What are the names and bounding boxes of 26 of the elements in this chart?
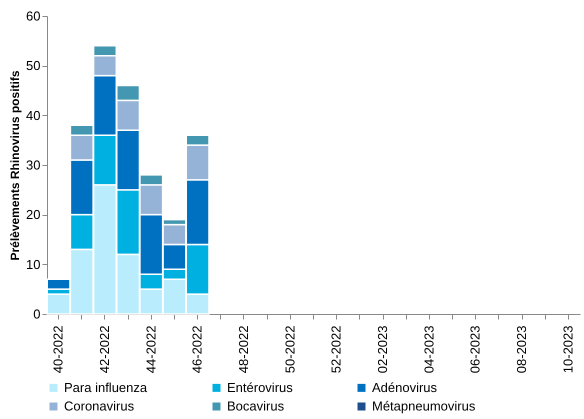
x-tick-label: 04-2023: [421, 326, 436, 374]
y-tick-label: 0: [33, 306, 40, 322]
y-axis-title: Prélèvements Rhinovirus positifs: [8, 70, 22, 261]
legend-label: Entérovirus: [227, 380, 294, 395]
x-tick-label: 42-2022: [96, 326, 112, 374]
x-tick-label: 06-2023: [468, 326, 483, 374]
x-tick-label: 44-2022: [143, 326, 158, 374]
x-tick-label: 52-2022: [328, 326, 344, 374]
y-tick-label: 30: [26, 158, 40, 172]
x-tick-label: 46-2022: [190, 326, 205, 374]
legend-label: Para influenza: [64, 380, 148, 395]
legend-label: Coronavirus: [64, 398, 135, 414]
legend-label: Adénovirus: [372, 380, 438, 395]
x-tick-label: 48-2022: [236, 326, 251, 374]
y-tick-label: 10: [26, 256, 40, 272]
x-tick-label: 02-2023: [375, 326, 390, 374]
y-tick-label: 20: [26, 207, 40, 222]
x-tick-label: 10-2023: [560, 326, 576, 374]
legend-label: Métapneumovirus: [372, 398, 476, 414]
y-tick-label: 40: [26, 108, 40, 123]
x-tick-label: 08-2023: [514, 326, 530, 374]
y-tick-label: 60: [26, 8, 40, 24]
x-tick-label: 40-2022: [50, 326, 66, 374]
x-tick-label: 50-2022: [282, 326, 298, 374]
legend-label: Bocavirus: [227, 398, 285, 414]
y-tick-label: 50: [26, 58, 40, 74]
